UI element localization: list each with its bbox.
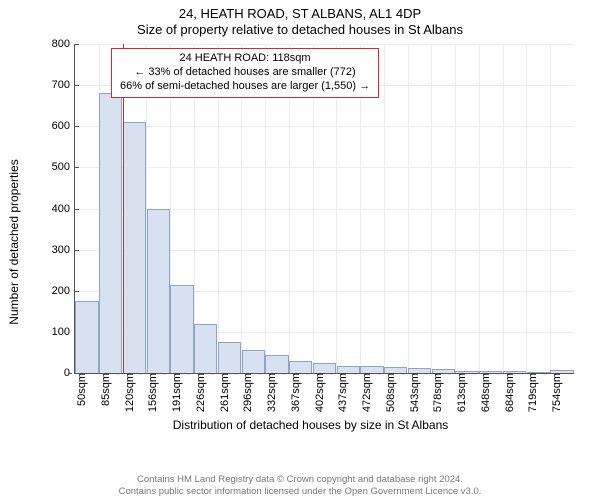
x-tick: 578sqm xyxy=(428,373,444,412)
y-tick: 300 xyxy=(52,244,75,256)
histogram-bar xyxy=(265,355,288,374)
y-tick: 200 xyxy=(52,285,75,297)
histogram-bar xyxy=(289,361,312,373)
x-tick: 754sqm xyxy=(547,373,563,412)
x-tick: 508sqm xyxy=(381,373,397,412)
plot-area: 010020030040050060070080050sqm85sqm120sq… xyxy=(74,44,574,374)
y-tick: 700 xyxy=(52,79,75,91)
legend-line-1: 24 HEATH ROAD: 118sqm xyxy=(120,52,370,66)
histogram-bar xyxy=(313,363,336,373)
gridline-v xyxy=(408,44,409,373)
histogram-bar xyxy=(218,342,241,373)
y-tick: 600 xyxy=(52,120,75,132)
x-tick: 367sqm xyxy=(286,373,302,412)
chart-footer: Contains HM Land Registry data © Crown c… xyxy=(0,474,600,498)
gridline-v xyxy=(503,44,504,373)
y-tick: 500 xyxy=(52,161,75,173)
x-tick: 226sqm xyxy=(191,373,207,412)
x-tick: 120sqm xyxy=(120,373,136,412)
x-tick: 50sqm xyxy=(72,373,88,406)
histogram-bar xyxy=(123,122,146,373)
x-axis-label: Distribution of detached houses by size … xyxy=(173,418,449,432)
y-axis-label: Number of detached properties xyxy=(7,159,21,324)
x-tick: 85sqm xyxy=(96,373,112,406)
x-tick: 437sqm xyxy=(333,373,349,412)
y-tick: 100 xyxy=(52,326,75,338)
histogram-bar xyxy=(170,285,193,373)
gridline-v xyxy=(455,44,456,373)
gridline-v xyxy=(479,44,480,373)
gridline-h xyxy=(75,126,574,127)
histogram-bar xyxy=(242,350,265,373)
x-tick: 472sqm xyxy=(357,373,373,412)
histogram-bar xyxy=(99,93,122,373)
chart-title: 24, HEATH ROAD, ST ALBANS, AL1 4DP xyxy=(0,6,600,21)
x-tick: 402sqm xyxy=(310,373,326,412)
x-tick: 156sqm xyxy=(143,373,159,412)
histogram-bar xyxy=(194,324,217,373)
chart-subtitle: Size of property relative to detached ho… xyxy=(0,22,600,37)
x-tick: 191sqm xyxy=(167,373,183,412)
gridline-v xyxy=(550,44,551,373)
histogram-bar xyxy=(75,301,98,373)
x-tick: 296sqm xyxy=(238,373,254,412)
gridline-h xyxy=(75,44,574,45)
chart-header: 24, HEATH ROAD, ST ALBANS, AL1 4DP Size … xyxy=(0,0,600,37)
x-tick: 261sqm xyxy=(215,373,231,412)
gridline-v xyxy=(431,44,432,373)
x-tick: 648sqm xyxy=(476,373,492,412)
x-tick: 332sqm xyxy=(262,373,278,412)
y-tick: 400 xyxy=(52,203,75,215)
x-tick: 613sqm xyxy=(452,373,468,412)
histogram-bar xyxy=(337,366,360,373)
x-tick: 684sqm xyxy=(500,373,516,412)
footer-line-1: Contains HM Land Registry data © Crown c… xyxy=(0,474,600,486)
gridline-v xyxy=(384,44,385,373)
legend-line-3: 66% of semi-detached houses are larger (… xyxy=(120,80,370,94)
footer-line-2: Contains public sector information licen… xyxy=(0,486,600,498)
gridline-v xyxy=(526,44,527,373)
chart-area: Number of detached properties 0100200300… xyxy=(38,40,583,430)
x-tick: 719sqm xyxy=(523,373,539,412)
y-tick: 800 xyxy=(52,38,75,50)
legend-line-2: ← 33% of detached houses are smaller (77… xyxy=(120,66,370,80)
gridline-h xyxy=(75,167,574,168)
histogram-bar xyxy=(360,366,383,373)
histogram-bar xyxy=(147,209,170,374)
x-tick: 543sqm xyxy=(405,373,421,412)
legend-box: 24 HEATH ROAD: 118sqm ← 33% of detached … xyxy=(111,48,379,98)
